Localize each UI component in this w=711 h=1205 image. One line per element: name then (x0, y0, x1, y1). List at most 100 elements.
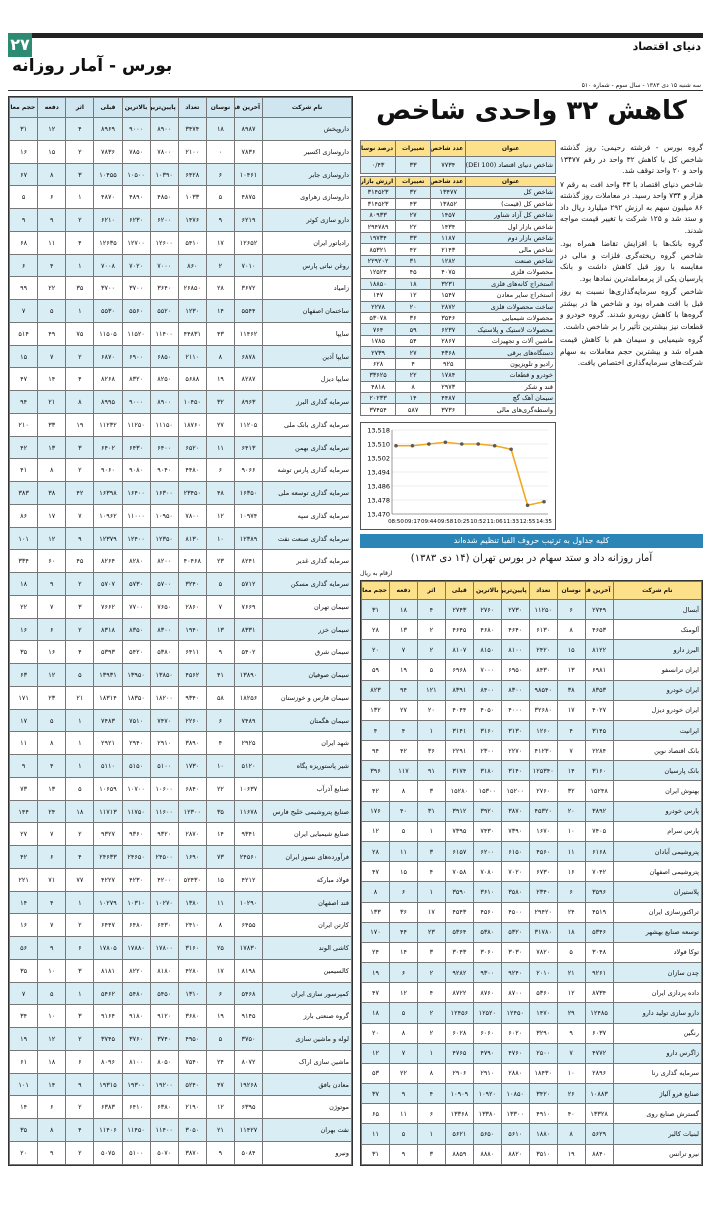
cell: ۷۴۰۵ (584, 820, 614, 843)
name-cell: صنایع فرو آلیاژ (612, 1083, 703, 1105)
cell: ۱۲۵۲۴ (359, 266, 397, 279)
cell: ۶ (416, 1103, 446, 1125)
cell: ۴ (388, 719, 418, 742)
cell: ۶۴۴۷ (93, 913, 123, 938)
cell: ۱ (65, 299, 95, 323)
cell: ۱۲ (205, 1095, 235, 1120)
name-cell: صنایع پتروشیمی خلیج فارس (262, 799, 352, 824)
cell: ۶۲۰۰ (472, 840, 502, 863)
cell: ۴ (65, 230, 95, 255)
cell: ۳۱۴۱ (444, 719, 474, 742)
cell: ۲۲ (388, 1062, 418, 1085)
cell: ۴۷ (361, 982, 390, 1004)
cell: ۱۸ (395, 277, 432, 291)
name-cell: سرمایه گذاری توسعه ملی (262, 481, 352, 505)
top-rule (8, 33, 703, 38)
name-cell: فرآورده‌های نسوز ایران (262, 845, 352, 869)
cell: ۴۵۶۰ (472, 901, 502, 923)
column-header: ارزش بازار (میلیارد ریال) (359, 175, 397, 188)
cell: ۱۲۳۷۹ (93, 526, 123, 551)
cell: ۶ (65, 1049, 95, 1074)
cell: ۷ (388, 1042, 418, 1064)
cell: ۱۱۰۰۰ (121, 503, 151, 528)
cell: ۳۱۸۰ (472, 760, 502, 782)
cell: ۶۵۲۰ (177, 435, 207, 460)
cell: ۴۸۷۵ (233, 185, 264, 210)
cell: ۳۶ (388, 901, 418, 923)
name-cell: دارو سازی کوثر (262, 208, 352, 232)
cell: ۸۱۲۲ (584, 639, 614, 661)
cell: ۳۱۷۸۰ (528, 921, 558, 943)
cell: ۱۴ (388, 941, 418, 964)
cell: ۱۷۰ (361, 921, 390, 943)
column-header: نام شرکت (262, 96, 352, 119)
cell: ۹۱۸۰ (121, 1004, 151, 1029)
row: بانک اقتصاد نوین ۲۲۸۴ ۷ ۴۱۲۳۰ ۲۲۷۰ ۲۳۰۰ ۲۲۹۱ ۳۶… (361, 740, 703, 762)
cell: ۱ (416, 1042, 446, 1064)
name-cell: شاخص بازار اول (465, 220, 556, 233)
row: سیمان آهک گچ ۴۴۸۷ ۱۴ ۲۰۲۳۳ (359, 392, 556, 405)
cell: ۷۰۰۸ (93, 253, 123, 278)
cell: ۸۵۳۲۱ (359, 243, 397, 256)
cell: ۲۴۶۳۳ (93, 845, 123, 869)
paragraph: گروه بانک‌ها با افزایش تقاضا همراه بود. … (560, 239, 703, 283)
cell: ۷۸۳۶ (233, 139, 264, 164)
cell: ۷۳۹۰ (500, 820, 530, 843)
cell: ۵۴۵۰ (149, 981, 179, 1006)
row: رادیو و تلویزیون ۹۲۵ ۴ ۶۲۸ (359, 357, 556, 371)
cell: ۴۹۵۰ (177, 1027, 207, 1051)
point (492, 443, 497, 448)
cell: ۵۰۷۵ (93, 1140, 123, 1166)
cell: ۱۰۱ (8, 1072, 39, 1097)
cell: ۳۷۴۵ (93, 1027, 123, 1051)
cell: ۳۵۴۶ (430, 311, 467, 325)
cell: ۷ (556, 740, 586, 762)
cell: ۱ (416, 820, 446, 843)
cell: ۱۷۸۸۰ (121, 936, 151, 960)
name-cell: سرمایه گذاری صنعت نفت (262, 526, 352, 551)
cell: ۲۱۰ (8, 412, 39, 437)
cell: ۶۳۸۰ (149, 1095, 179, 1120)
row: ساختمان اصفهان ۵۵۴۴ ۱۴ ۱۲۳۰ ۵۵۲۰ ۵۵۶۰ ۵۵۳۰ ۱ ۵ ۷ (8, 299, 352, 323)
cell: ۴۲۰۰ (149, 867, 179, 892)
cell: ۸۰۵۰ (149, 1049, 179, 1074)
cell: ۱۲ (395, 289, 432, 302)
cell: ۸۸۵۹ (444, 1143, 474, 1166)
cell: ۴۲۸۰ (177, 958, 207, 983)
cell: ۱ (65, 731, 95, 756)
cell: ۱۹۳۱۵ (93, 1072, 123, 1097)
cell: ۲۷۳۰ (500, 598, 530, 621)
cell: ۱۰۴۵۰ (177, 390, 207, 414)
cell: ۱۷ (8, 708, 39, 733)
cell: ۸ (37, 162, 67, 187)
cell: ۲۸۶۷ (430, 334, 467, 348)
row: داروسازی جابر ۱۰۴۶۱ ۶ ۶۴۲۸ ۱۰۳۹۰ ۱۰۵۰۰ ۱۰۴۵۵ ۳ ۸… (8, 162, 352, 187)
name-cell: آبسال (612, 598, 703, 621)
row: ماشین سازی اراک ۸۰۷۲ ۲۴ ۷۵۴۰ ۸۰۵۰ ۸۱۰۰ ۸۰۹۶ ۶ ۱۸… (8, 1049, 352, 1074)
cell: ۱۵۲۴۸ (584, 780, 614, 802)
cell: ۲۸ (361, 840, 390, 863)
cell: ۳ (65, 1004, 95, 1029)
point (394, 443, 398, 448)
cell: ۷۴۳۰ (472, 820, 502, 843)
column-header: اثر (65, 96, 95, 119)
row: سیمان فارس و خوزستان ۱۸۲۵۶ ۵۸ ۹۳۴۰ ۱۸۲۰۰ ۱۸۳۵… (8, 685, 352, 710)
cell: ۱۰۸۵۰ (500, 1083, 530, 1105)
cell: ۳۸ (37, 481, 67, 505)
name-cell: صنایع شیمیایی ایران (262, 822, 352, 847)
cell: ۱۰ (37, 1004, 67, 1029)
cell: ۲۹ (556, 1002, 586, 1024)
cell: ۱۰۹۵۰ (149, 503, 179, 528)
cell: ۵ (65, 776, 95, 801)
cell: ۴۱ (205, 663, 235, 687)
cell: ۸۰۷۲ (233, 1049, 264, 1074)
cell: ۲۲۶۰ (177, 708, 207, 733)
cell: ۳۲۳۱ (430, 277, 467, 291)
cell: ۹۴ (8, 390, 39, 414)
cell: ۵۶۵۰ (472, 1123, 502, 1145)
cell: ۹۲۵ (430, 357, 467, 371)
cell: ۹۳۲۰ (149, 822, 179, 847)
cell: ۳۷ (361, 1083, 390, 1105)
cell: ۱۰ (37, 958, 67, 983)
